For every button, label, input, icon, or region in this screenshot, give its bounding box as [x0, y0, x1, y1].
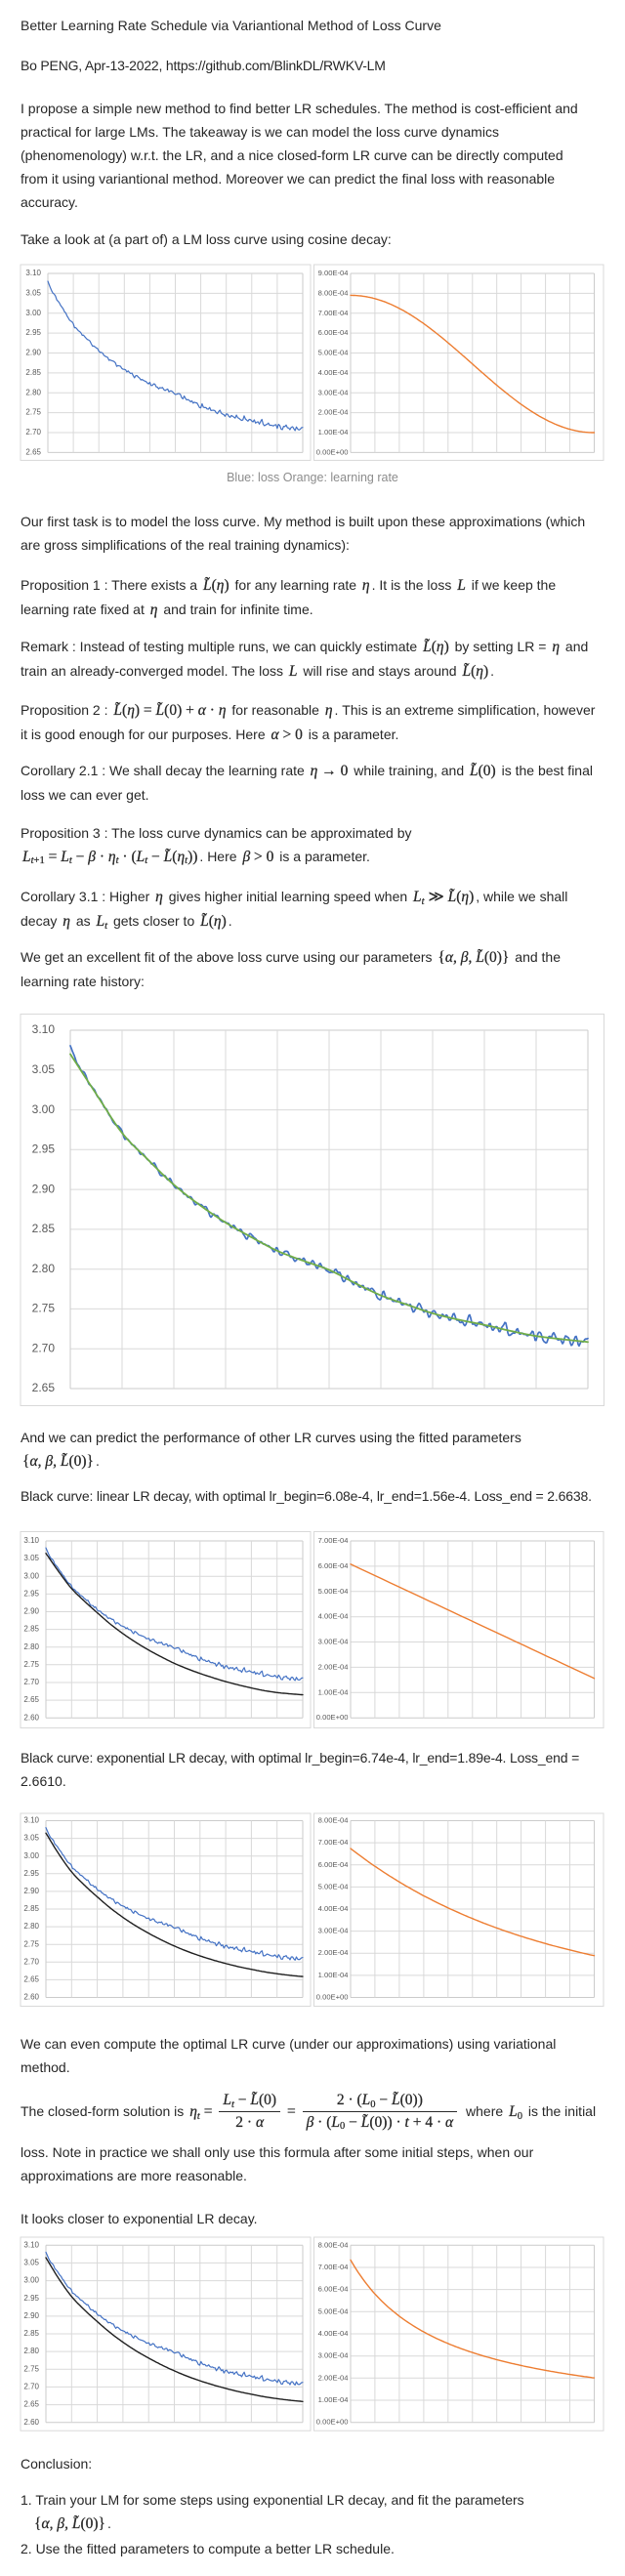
svg-text:2.60: 2.60: [23, 1713, 39, 1722]
svg-text:3.00E-04: 3.00E-04: [318, 388, 349, 396]
svg-text:3.00: 3.00: [23, 2276, 39, 2285]
svg-text:2.75: 2.75: [25, 408, 41, 417]
svg-text:2.70: 2.70: [23, 1957, 39, 1966]
svg-text:1.00E-04: 1.00E-04: [318, 428, 349, 436]
svg-text:3.00E-04: 3.00E-04: [318, 1638, 349, 1646]
svg-text:1.00E-04: 1.00E-04: [318, 1971, 349, 1979]
svg-text:5.00E-04: 5.00E-04: [318, 1882, 349, 1890]
svg-text:3.00: 3.00: [25, 309, 41, 317]
svg-text:3.00: 3.00: [32, 1102, 56, 1116]
svg-text:2.85: 2.85: [23, 1625, 39, 1634]
svg-text:4.00E-04: 4.00E-04: [318, 368, 349, 377]
svg-text:2.75: 2.75: [32, 1302, 56, 1315]
svg-text:7.00E-04: 7.00E-04: [318, 309, 349, 317]
svg-text:2.60: 2.60: [23, 2418, 39, 2427]
svg-text:6.00E-04: 6.00E-04: [318, 328, 349, 337]
svg-text:3.00E-04: 3.00E-04: [318, 1927, 349, 1935]
svg-text:9.00E-04: 9.00E-04: [318, 269, 349, 277]
svg-text:2.95: 2.95: [25, 328, 41, 337]
svg-text:6.00E-04: 6.00E-04: [318, 1561, 349, 1570]
svg-text:3.00: 3.00: [23, 1851, 39, 1860]
svg-text:2.80: 2.80: [23, 1642, 39, 1651]
svg-text:7.00E-04: 7.00E-04: [318, 2263, 349, 2271]
svg-text:4.00E-04: 4.00E-04: [318, 2329, 349, 2338]
svg-text:2.65: 2.65: [23, 1695, 39, 1704]
svg-text:2.95: 2.95: [32, 1142, 56, 1155]
svg-text:2.00E-04: 2.00E-04: [318, 2373, 349, 2382]
svg-text:2.65: 2.65: [32, 1381, 56, 1394]
svg-text:6.00E-04: 6.00E-04: [318, 2285, 349, 2294]
svg-text:2.00E-04: 2.00E-04: [318, 1948, 349, 1957]
svg-text:5.00E-04: 5.00E-04: [318, 1587, 349, 1596]
svg-text:4.00E-04: 4.00E-04: [318, 1904, 349, 1913]
svg-text:4.00E-04: 4.00E-04: [318, 1612, 349, 1621]
svg-text:0.00E+00: 0.00E+00: [316, 1713, 349, 1722]
svg-text:0.00E+00: 0.00E+00: [316, 2418, 349, 2427]
svg-text:2.95: 2.95: [23, 1590, 39, 1599]
svg-text:1.00E-04: 1.00E-04: [318, 2395, 349, 2404]
svg-text:3.10: 3.10: [23, 2240, 39, 2249]
svg-text:2.65: 2.65: [23, 1975, 39, 1984]
svg-text:2.95: 2.95: [23, 2294, 39, 2303]
svg-text:2.60: 2.60: [23, 1993, 39, 2002]
svg-text:2.75: 2.75: [23, 2364, 39, 2373]
svg-text:2.65: 2.65: [25, 448, 41, 457]
svg-text:2.85: 2.85: [32, 1222, 56, 1235]
svg-text:2.80: 2.80: [23, 2347, 39, 2355]
svg-text:2.90: 2.90: [23, 1607, 39, 1616]
svg-text:5.00E-04: 5.00E-04: [318, 349, 349, 357]
svg-text:2.85: 2.85: [25, 368, 41, 377]
svg-text:2.70: 2.70: [23, 1678, 39, 1686]
svg-text:3.05: 3.05: [23, 2259, 39, 2267]
svg-text:3.05: 3.05: [25, 289, 41, 298]
svg-text:2.80: 2.80: [23, 1922, 39, 1931]
svg-text:3.00: 3.00: [23, 1571, 39, 1580]
svg-text:2.70: 2.70: [32, 1341, 56, 1354]
svg-text:3.10: 3.10: [23, 1536, 39, 1545]
svg-text:3.00E-04: 3.00E-04: [318, 2351, 349, 2360]
svg-text:2.80: 2.80: [25, 388, 41, 396]
svg-text:0.00E+00: 0.00E+00: [316, 1993, 349, 2002]
svg-text:2.00E-04: 2.00E-04: [318, 1662, 349, 1671]
svg-text:1.00E-04: 1.00E-04: [318, 1687, 349, 1696]
svg-text:6.00E-04: 6.00E-04: [318, 1860, 349, 1869]
svg-text:2.95: 2.95: [23, 1869, 39, 1878]
svg-text:2.90: 2.90: [25, 349, 41, 357]
svg-text:8.00E-04: 8.00E-04: [318, 1816, 349, 1825]
svg-text:2.90: 2.90: [23, 2311, 39, 2320]
svg-text:3.05: 3.05: [23, 1554, 39, 1562]
svg-text:2.90: 2.90: [32, 1182, 56, 1195]
svg-text:2.65: 2.65: [23, 2400, 39, 2409]
svg-text:2.90: 2.90: [23, 1887, 39, 1895]
svg-text:3.05: 3.05: [23, 1834, 39, 1843]
svg-text:2.80: 2.80: [32, 1262, 56, 1275]
svg-text:2.70: 2.70: [25, 428, 41, 436]
svg-text:2.85: 2.85: [23, 1904, 39, 1913]
svg-text:2.70: 2.70: [23, 2383, 39, 2391]
svg-text:0.00E+00: 0.00E+00: [316, 447, 349, 456]
svg-text:2.85: 2.85: [23, 2329, 39, 2338]
svg-text:3.05: 3.05: [32, 1062, 56, 1076]
svg-text:7.00E-04: 7.00E-04: [318, 1536, 349, 1545]
svg-text:3.10: 3.10: [23, 1816, 39, 1825]
svg-text:7.00E-04: 7.00E-04: [318, 1838, 349, 1847]
svg-text:2.75: 2.75: [23, 1939, 39, 1948]
svg-text:5.00E-04: 5.00E-04: [318, 2306, 349, 2315]
svg-text:3.10: 3.10: [25, 269, 41, 277]
svg-text:8.00E-04: 8.00E-04: [318, 2240, 349, 2249]
svg-text:3.10: 3.10: [32, 1022, 56, 1036]
svg-text:8.00E-04: 8.00E-04: [318, 288, 349, 297]
svg-text:2.75: 2.75: [23, 1660, 39, 1669]
svg-text:2.00E-04: 2.00E-04: [318, 408, 349, 417]
